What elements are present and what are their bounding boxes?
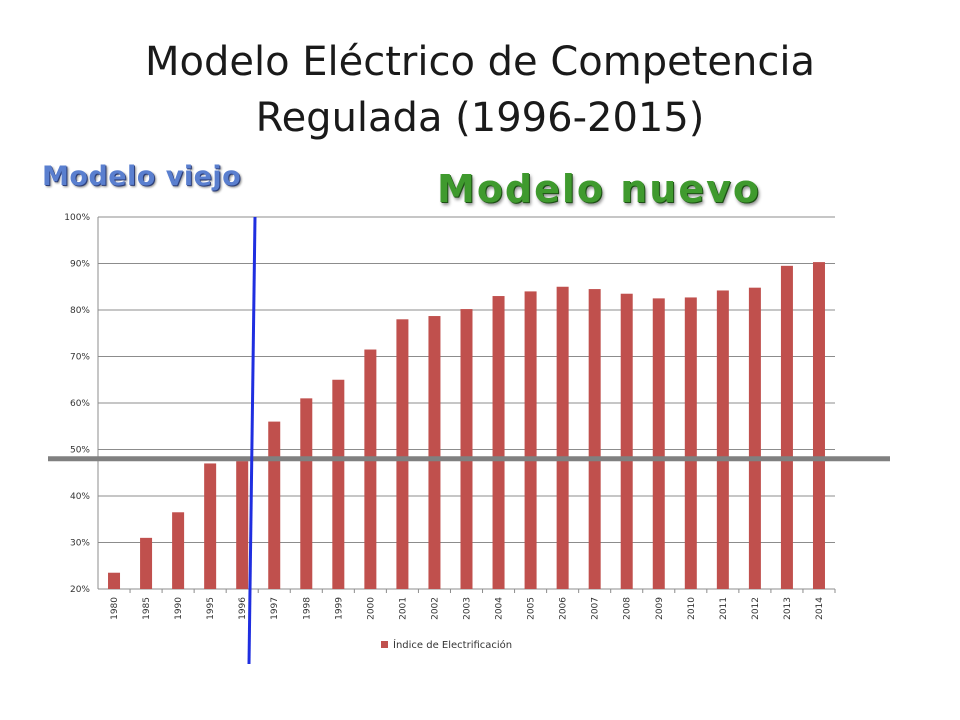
x-tick-label: 1995 [206,597,216,620]
bar [364,349,377,589]
x-tick-label: 1980 [110,597,120,620]
slide-title: Modelo Eléctrico de Competencia Regulada… [0,34,960,146]
x-tick-label: 2003 [463,597,473,620]
bar [268,421,281,589]
x-tick-label: 2004 [495,597,505,620]
y-tick-label: 70% [70,353,90,363]
bar [524,291,537,589]
x-tick-label: 2002 [430,597,440,620]
bar [172,512,185,589]
bar [556,286,569,589]
x-tick-label: 2001 [398,597,408,620]
bar [748,287,761,589]
bar [652,298,665,589]
x-tick-label: 2006 [559,597,569,620]
bar [108,572,121,589]
x-tick-label: 1999 [334,597,344,620]
y-tick-label: 20% [70,585,90,595]
y-tick-label: 100% [64,213,90,223]
y-tick-label: 60% [70,399,90,409]
x-tick-label: 1996 [238,597,248,620]
old-model-label: Modelo viejo [42,161,242,192]
x-tick-label: 2000 [366,597,376,620]
bar [684,297,697,589]
bar [780,265,793,589]
bar [332,379,345,589]
bar [236,461,249,589]
bar [588,289,601,589]
title-line-2: Regulada (1996-2015) [255,95,705,141]
x-tick-label: 2010 [687,597,697,620]
y-tick-label: 80% [70,306,90,316]
divider-line-vertical [247,216,257,665]
new-model-label: Modelo nuevo [437,167,762,211]
bar [428,316,441,589]
x-tick-label: 2012 [751,597,761,620]
bar [460,309,473,589]
y-tick-label: 40% [70,492,90,502]
bar [300,398,313,589]
bar [396,319,409,589]
bar [204,463,217,589]
title-line-1: Modelo Eléctrico de Competencia [144,39,816,85]
x-tick-label: 2005 [527,597,537,620]
x-tick-label: 1985 [142,597,152,620]
x-tick-label: 1990 [174,597,184,620]
bar [620,293,633,589]
x-tick-label: 1997 [270,597,280,620]
x-tick-label: 2013 [783,597,793,620]
bar [140,537,153,589]
x-tick-label: 2009 [655,597,665,620]
y-tick-label: 90% [70,260,90,270]
x-tick-label: 2008 [623,597,633,620]
x-tick-label: 1998 [302,597,312,620]
bar [716,290,729,589]
x-tick-label: 2007 [591,597,601,620]
y-tick-label: 50% [70,446,90,456]
x-tick-label: 2011 [719,597,729,620]
bar [492,296,505,589]
legend-swatch [381,641,388,648]
bar [812,262,825,589]
legend-label: Índice de Electrificación [393,638,512,651]
y-tick-label: 30% [70,539,90,549]
x-tick-label: 2014 [815,597,825,620]
